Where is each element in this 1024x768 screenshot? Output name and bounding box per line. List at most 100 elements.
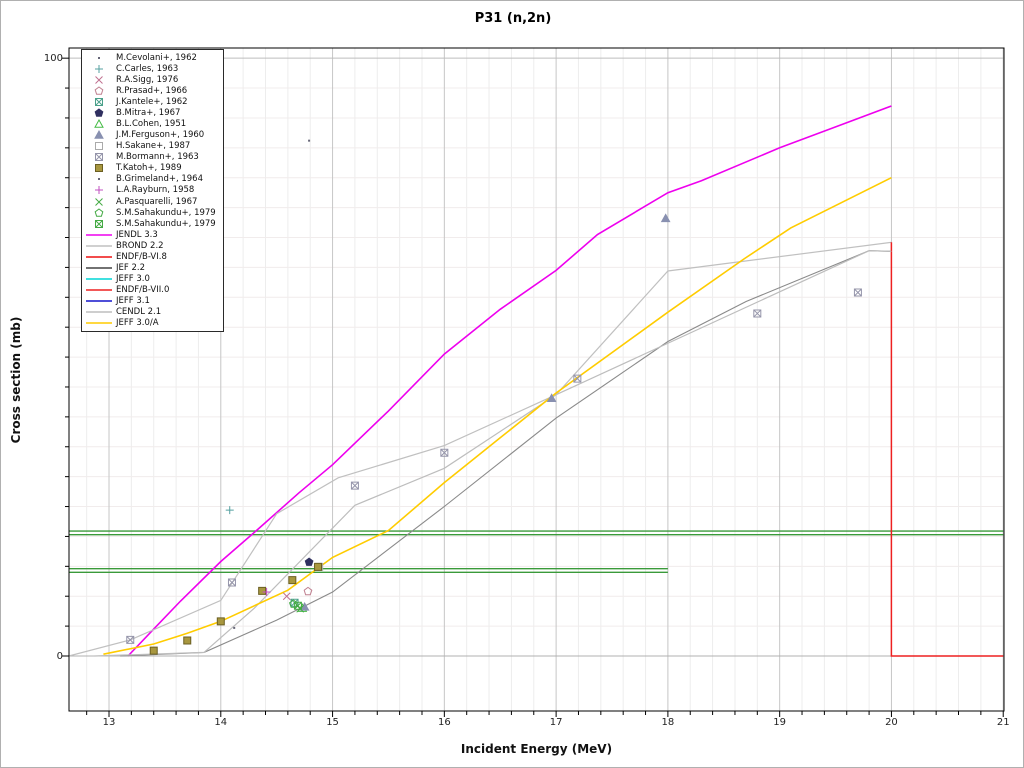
data-series-s-m-sahakundu-1979 [293, 601, 302, 610]
legend-label: A.Pasquarelli, 1967 [116, 196, 198, 207]
legend-item-experiment-icon [82, 108, 116, 118]
legend: M.Cevolani+, 1962 C.Carles, 1963 R.A.Sigg,… [81, 49, 224, 332]
curve-jendl-3-3 [127, 105, 892, 657]
legend-label: JEFF 3.0/A [116, 318, 159, 329]
y-tick-label: 0 [56, 650, 63, 662]
x-tick-label: 15 [326, 717, 339, 728]
legend-item-experiment-icon [82, 130, 116, 140]
legend-item-experiment-icon [82, 119, 116, 129]
legend-label: S.M.Sahakundu+, 1979 [116, 218, 216, 229]
legend-item-experiment: L.A.Rayburn, 1958 [82, 185, 223, 195]
legend-item-experiment-icon [82, 75, 116, 85]
y-tick-label: 100 [43, 53, 63, 65]
legend-item-experiment: H.Sakane+, 1987 [82, 141, 223, 151]
legend-item-experiment: T.Katoh+, 1989 [82, 163, 223, 173]
legend-item-experiment-icon [82, 152, 116, 162]
legend-item-library-icon [82, 274, 116, 284]
curve-jef-2-2 [120, 250, 892, 657]
data-series-c-carles-1963 [225, 506, 234, 515]
legend-label: JENDL 3.3 [116, 229, 158, 240]
legend-item-experiment: A.Pasquarelli, 1967 [82, 197, 223, 207]
legend-item-library-icon [82, 241, 116, 251]
data-series-j-m-ferguson-1960 [299, 213, 671, 611]
legend-label: H.Sakane+, 1987 [116, 141, 191, 152]
y-axis-label: Cross section (mb) [9, 316, 23, 444]
legend-label: M.Bormann+, 1963 [116, 152, 199, 163]
data-series-r-prasad-1966 [303, 586, 313, 596]
legend-item-experiment: S.M.Sahakundu+, 1979 [82, 208, 223, 218]
legend-label: J.M.Ferguson+, 1960 [116, 130, 205, 141]
curve-endf-b-vii-0 [890, 242, 1004, 657]
plot-title: P31 (n,2n) [474, 11, 552, 26]
legend-label: BROND 2.2 [116, 240, 164, 251]
legend-item-library-icon [82, 307, 116, 317]
legend-label: B.Grimeland+, 1964 [116, 174, 203, 185]
legend-item-experiment-icon [82, 163, 116, 173]
x-tick-label: 16 [437, 717, 451, 728]
legend-item-experiment-icon [82, 86, 116, 96]
x-tick-label: 13 [102, 717, 116, 728]
legend-label: JEF 2.2 [116, 263, 145, 274]
data-series-b-mitra-1967 [304, 557, 314, 566]
legend-label: S.M.Sahakundu+, 1979 [116, 207, 216, 218]
legend-item-experiment-icon [82, 174, 116, 184]
legend-item-experiment-icon [82, 53, 116, 63]
x-tick-label: 18 [661, 717, 675, 728]
legend-item-experiment-icon [82, 97, 116, 107]
legend-label: M.Cevolani+, 1962 [116, 52, 197, 63]
legend-item-library: BROND 2.2 [82, 241, 223, 251]
legend-item-library: JEFF 3.1 [82, 296, 223, 306]
legend-item-library-icon [82, 263, 116, 273]
legend-item-library: CENDL 2.1 [82, 307, 223, 317]
legend-item-experiment: R.Prasad+, 1966 [82, 86, 223, 96]
legend-label: T.Katoh+, 1989 [116, 163, 182, 174]
legend-label: J.Kantele+, 1962 [116, 96, 188, 107]
x-tick-label: 17 [549, 717, 563, 728]
legend-label: CENDL 2.1 [116, 307, 162, 318]
legend-label: ENDF/B-VII.0 [116, 285, 170, 296]
x-tick-label: 19 [773, 717, 787, 728]
legend-item-experiment: B.Mitra+, 1967 [82, 108, 223, 118]
x-axis-label: Incident Energy (MeV) [460, 742, 613, 756]
legend-item-library: JEF 2.2 [82, 263, 223, 273]
legend-item-library-icon [82, 296, 116, 306]
legend-item-experiment-icon [82, 197, 116, 207]
x-tick-label: 14 [214, 717, 228, 728]
legend-item-experiment: J.M.Ferguson+, 1960 [82, 130, 223, 140]
legend-item-experiment-icon [82, 185, 116, 195]
legend-item-library: JEFF 3.0/A [82, 318, 223, 328]
legend-label: C.Carles, 1963 [116, 63, 179, 74]
legend-label: JEFF 3.1 [116, 296, 150, 307]
legend-item-library-icon [82, 252, 116, 262]
legend-item-library-icon [82, 230, 116, 240]
data-series-b-grimeland-1964 [233, 626, 236, 629]
legend-label: B.Mitra+, 1967 [116, 107, 181, 118]
legend-item-experiment: R.A.Sigg, 1976 [82, 75, 223, 85]
x-tick-label: 20 [885, 717, 898, 728]
legend-item-experiment: C.Carles, 1963 [82, 64, 223, 74]
legend-item-experiment-icon [82, 219, 116, 229]
curve-jeff-3-0-a [103, 176, 892, 655]
data-series-m-bormann-1963 [126, 288, 862, 644]
data-series-t-katoh-1989 [149, 562, 323, 655]
legend-label: JEFF 3.0 [116, 274, 150, 285]
legend-label: R.A.Sigg, 1976 [116, 74, 179, 85]
legend-item-library-icon [82, 318, 116, 328]
x-tick-label: 21 [996, 717, 1010, 728]
plot-frame [68, 47, 1005, 712]
legend-item-experiment: M.Cevolani+, 1962 [82, 53, 223, 63]
legend-item-experiment: B.L.Cohen, 1951 [82, 119, 223, 129]
curve-brond-2-2 [68, 241, 892, 657]
legend-item-library: JENDL 3.3 [82, 230, 223, 240]
curve-cendl-2-1 [94, 250, 892, 657]
legend-item-experiment: J.Kantele+, 1962 [82, 97, 223, 107]
legend-item-experiment: B.Grimeland+, 1964 [82, 174, 223, 184]
data-series-r-a-sigg-1976 [282, 592, 291, 601]
data-series-l-a-rayburn-1958 [262, 588, 271, 597]
legend-item-library: JEFF 3.0 [82, 274, 223, 284]
legend-item-library-icon [82, 285, 116, 295]
legend-item-experiment: S.M.Sahakundu+, 1979 [82, 219, 223, 229]
legend-label: L.A.Rayburn, 1958 [116, 185, 195, 196]
legend-label: B.L.Cohen, 1951 [116, 119, 187, 129]
